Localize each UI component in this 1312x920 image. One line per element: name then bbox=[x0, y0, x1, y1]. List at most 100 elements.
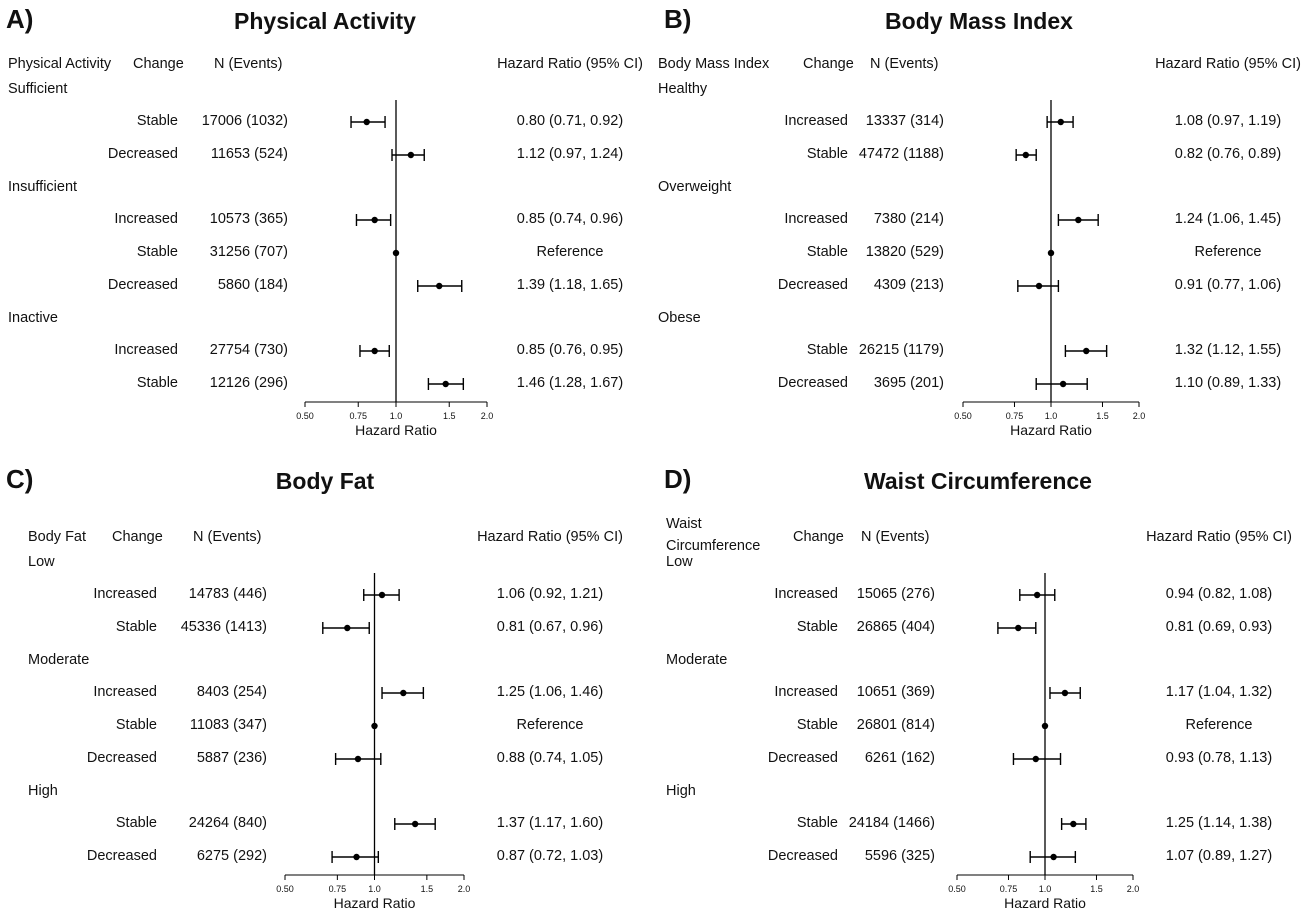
header-n-events: N (Events) bbox=[861, 529, 930, 545]
x-tick-label: 2.0 bbox=[1127, 884, 1140, 894]
row-n-events: 26801 (814) bbox=[856, 717, 935, 733]
panel-letter: B) bbox=[664, 4, 692, 34]
row-hazard-ratio: 0.88 (0.74, 1.05) bbox=[496, 750, 604, 766]
header-group: Waist Circumference bbox=[666, 516, 761, 554]
row-n-events: 5596 (325) bbox=[864, 848, 935, 864]
point-estimate bbox=[400, 689, 407, 697]
row-change: Increased bbox=[93, 586, 157, 602]
header-change: Change bbox=[793, 529, 844, 545]
row-hazard-ratio: 0.80 (0.71, 0.92) bbox=[516, 113, 624, 129]
panel-letter: C) bbox=[6, 464, 34, 494]
panel-3: D) Waist Circumference Waist Circumference… bbox=[656, 460, 1312, 920]
group-label: Overweight bbox=[658, 179, 732, 195]
x-tick-label: 2.0 bbox=[1133, 411, 1146, 421]
row-change: Increased bbox=[784, 211, 848, 227]
row-n-events: 12126 (296) bbox=[209, 375, 288, 391]
group-label: Moderate bbox=[28, 652, 90, 668]
x-tick-label: 0.75 bbox=[329, 884, 347, 894]
row-hazard-ratio: 0.85 (0.74, 0.96) bbox=[516, 211, 624, 227]
row-hazard-ratio: 1.08 (0.97, 1.19) bbox=[1174, 113, 1282, 129]
panel-2: C) Body Fat Body Fat Change N (Events) Hazard… bbox=[0, 460, 656, 920]
row-change: Decreased bbox=[107, 146, 178, 162]
row-change: Increased bbox=[114, 342, 178, 358]
group-label: Obese bbox=[658, 310, 701, 326]
row-change: Increased bbox=[114, 211, 178, 227]
row-n-events: 24184 (1466) bbox=[848, 815, 935, 831]
row-change: Stable bbox=[115, 815, 157, 831]
point-estimate bbox=[354, 755, 362, 763]
header-n-events: N (Events) bbox=[214, 56, 283, 72]
row-n-events: 14783 (446) bbox=[188, 586, 267, 602]
header-hazard-ratio: Hazard Ratio (95% CI) bbox=[1155, 56, 1301, 72]
row-change: Stable bbox=[806, 146, 848, 162]
x-tick-label: 1.0 bbox=[368, 884, 381, 894]
x-tick-label: 1.5 bbox=[1090, 884, 1103, 894]
point-estimate bbox=[436, 282, 443, 290]
x-tick-label: 0.50 bbox=[296, 411, 314, 421]
row-change: Increased bbox=[774, 586, 838, 602]
header-group: Physical Activity bbox=[8, 56, 112, 72]
header-change: Change bbox=[112, 529, 163, 545]
row-change: Stable bbox=[136, 113, 178, 129]
header-n-events: N (Events) bbox=[193, 529, 262, 545]
group-label: Healthy bbox=[658, 81, 708, 97]
point-estimate bbox=[1061, 689, 1069, 697]
forest-plot-area: 0.50 0.75 1.0 1.5 2.0 bbox=[948, 573, 1140, 894]
row-hazard-ratio: 0.81 (0.69, 0.93) bbox=[1165, 619, 1273, 635]
row-hazard-ratio: 1.10 (0.89, 1.33) bbox=[1174, 375, 1282, 391]
point-estimate bbox=[411, 820, 419, 828]
header-n-events: N (Events) bbox=[870, 56, 939, 72]
row-n-events: 45336 (1413) bbox=[180, 619, 267, 635]
row-n-events: 5887 (236) bbox=[196, 750, 267, 766]
row-change: Stable bbox=[796, 717, 838, 733]
point-estimate bbox=[1075, 216, 1082, 224]
point-estimate bbox=[1070, 820, 1077, 828]
forest-plot-area: 0.50 0.75 1.0 1.5 2.0 bbox=[276, 573, 471, 894]
forest-plot-area: 0.50 0.75 1.0 1.5 2.0 bbox=[954, 100, 1146, 421]
row-hazard-ratio: 1.32 (1.12, 1.55) bbox=[1174, 342, 1282, 358]
point-estimate bbox=[1057, 118, 1064, 126]
row-change: Stable bbox=[136, 375, 178, 391]
row-change: Stable bbox=[136, 244, 178, 260]
row-hazard-ratio: 1.24 (1.06, 1.45) bbox=[1174, 211, 1282, 227]
x-tick-label: 1.0 bbox=[1045, 411, 1058, 421]
row-n-events: 8403 (254) bbox=[196, 684, 267, 700]
row-n-events: 11653 (524) bbox=[210, 146, 288, 162]
row-hazard-ratio: 0.81 (0.67, 0.96) bbox=[496, 619, 604, 635]
row-hazard-ratio: 1.12 (0.97, 1.24) bbox=[516, 146, 624, 162]
row-hazard-ratio: 0.87 (0.72, 1.03) bbox=[496, 848, 604, 864]
group-label: Moderate bbox=[666, 652, 728, 668]
x-axis-title: Hazard Ratio bbox=[1010, 422, 1092, 438]
panel-title: Waist Circumference bbox=[864, 468, 1092, 494]
point-estimate bbox=[353, 853, 360, 861]
row-change: Stable bbox=[796, 815, 838, 831]
row-change: Decreased bbox=[107, 277, 178, 293]
x-tick-label: 2.0 bbox=[458, 884, 471, 894]
point-estimate bbox=[1083, 347, 1090, 355]
header-group: Body Fat bbox=[28, 529, 87, 545]
row-n-events: 6261 (162) bbox=[864, 750, 935, 766]
panel-letter: A) bbox=[6, 4, 34, 34]
row-hazard-ratio: 0.91 (0.77, 1.06) bbox=[1174, 277, 1282, 293]
row-n-events: 47472 (1188) bbox=[858, 146, 944, 162]
row-change: Stable bbox=[115, 717, 157, 733]
row-n-events: 31256 (707) bbox=[209, 244, 288, 260]
point-estimate bbox=[344, 624, 351, 632]
x-axis-title: Hazard Ratio bbox=[1004, 895, 1086, 911]
panel-title: Physical Activity bbox=[234, 8, 416, 34]
x-axis-title: Hazard Ratio bbox=[355, 422, 437, 438]
row-n-events: 26215 (1179) bbox=[858, 342, 944, 358]
row-hazard-ratio: 1.25 (1.06, 1.46) bbox=[496, 684, 604, 700]
x-axis-title: Hazard Ratio bbox=[333, 895, 416, 911]
group-label: Insufficient bbox=[8, 179, 78, 195]
x-tick-label: 0.75 bbox=[1006, 411, 1024, 421]
row-hazard-ratio: 1.25 (1.14, 1.38) bbox=[1165, 815, 1273, 831]
panel-title: Body Mass Index bbox=[885, 8, 1073, 34]
row-change: Decreased bbox=[767, 750, 838, 766]
point-estimate bbox=[442, 380, 449, 388]
point-estimate bbox=[363, 118, 370, 126]
row-n-events: 13820 (529) bbox=[865, 244, 944, 260]
row-n-events: 26865 (404) bbox=[856, 619, 935, 635]
point-estimate bbox=[1050, 853, 1057, 861]
group-label: Low bbox=[666, 554, 693, 570]
